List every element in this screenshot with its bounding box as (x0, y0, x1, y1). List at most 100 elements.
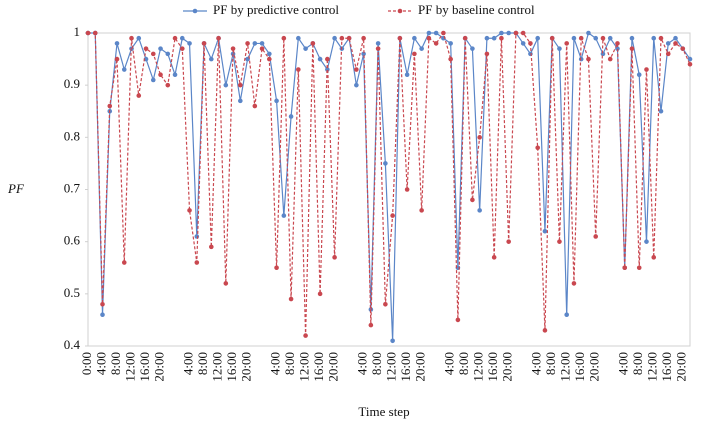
x-tick-label: 8:00 (369, 352, 384, 375)
point (172, 35, 178, 41)
point (303, 46, 308, 51)
point (513, 30, 519, 36)
point (644, 239, 649, 244)
point (332, 255, 337, 260)
point (491, 255, 497, 260)
point (636, 265, 642, 271)
point (288, 296, 294, 302)
x-tick-label: 4:00 (529, 352, 544, 375)
legend-marker (397, 8, 403, 14)
point (578, 35, 584, 41)
point (412, 35, 417, 41)
point (383, 301, 388, 307)
x-tick-label: 8:00 (456, 352, 471, 375)
point (136, 93, 142, 98)
point (665, 51, 671, 57)
point (274, 98, 279, 104)
point (92, 30, 98, 36)
point (296, 67, 301, 72)
point (520, 41, 526, 46)
point (165, 82, 171, 88)
point (121, 67, 127, 72)
point (158, 46, 163, 51)
x-tick-label: 12:00 (297, 352, 312, 382)
point (506, 30, 511, 36)
point (651, 35, 657, 41)
x-tick-label: 20:00 (239, 352, 254, 382)
point (687, 62, 693, 67)
point (651, 255, 657, 260)
x-tick-label: 4:00 (616, 352, 631, 375)
point (259, 41, 265, 46)
point (194, 260, 200, 265)
point (586, 56, 591, 62)
point (209, 56, 214, 62)
point (419, 208, 424, 213)
point (368, 322, 374, 328)
point (354, 82, 359, 88)
point (114, 56, 120, 62)
point (433, 41, 439, 46)
point (238, 98, 243, 104)
point (238, 82, 243, 88)
point (542, 328, 548, 333)
point (325, 56, 330, 62)
x-tick-label: 16:00 (572, 352, 587, 382)
point (528, 41, 533, 46)
point (571, 35, 577, 41)
x-tick-label: 4:00 (442, 352, 457, 375)
point (441, 30, 446, 36)
point (658, 108, 664, 114)
x-tick-label: 12:00 (210, 352, 225, 382)
y-tick-label: 0.7 (64, 180, 81, 195)
point (317, 291, 323, 297)
point (187, 208, 192, 213)
x-tick-label: 20:00 (674, 352, 689, 382)
point (535, 145, 540, 151)
point (143, 46, 149, 51)
point (448, 56, 453, 62)
point (557, 239, 562, 244)
x-tick-label: 8:00 (282, 352, 297, 375)
point (499, 35, 504, 41)
point (172, 72, 178, 78)
point (150, 77, 156, 83)
x-tick-label: 8:00 (543, 352, 558, 375)
point (607, 56, 613, 62)
x-tick-label: 0:00 (79, 352, 94, 375)
point (179, 35, 185, 41)
point (564, 41, 569, 46)
point (629, 46, 635, 51)
x-tick-label: 20:00 (413, 352, 428, 382)
x-axis-title: Time step (358, 404, 409, 419)
point (354, 67, 359, 72)
point (259, 46, 265, 51)
x-tick-label: 4:00 (181, 352, 196, 375)
point (629, 35, 635, 41)
point (426, 30, 432, 36)
point (542, 228, 548, 234)
x-tick-label: 12:00 (123, 352, 138, 382)
point (644, 67, 649, 72)
point (462, 35, 468, 41)
x-tick-label: 12:00 (471, 352, 486, 382)
point (383, 161, 388, 166)
x-tick-label: 12:00 (558, 352, 573, 382)
point (288, 114, 294, 119)
y-axis-title: PF (7, 181, 25, 196)
point (100, 312, 105, 318)
point (578, 56, 584, 62)
point (136, 35, 142, 41)
x-tick-label: 20:00 (326, 352, 341, 382)
point (412, 51, 417, 57)
y-tick-label: 1 (74, 24, 81, 39)
point (296, 35, 301, 41)
x-tick-label: 16:00 (398, 352, 413, 382)
point (252, 103, 258, 109)
y-tick-label: 0.8 (64, 128, 80, 143)
point (484, 35, 490, 41)
point (281, 35, 287, 41)
point (433, 30, 439, 36)
point (346, 35, 352, 41)
x-tick-label: 20:00 (500, 352, 515, 382)
